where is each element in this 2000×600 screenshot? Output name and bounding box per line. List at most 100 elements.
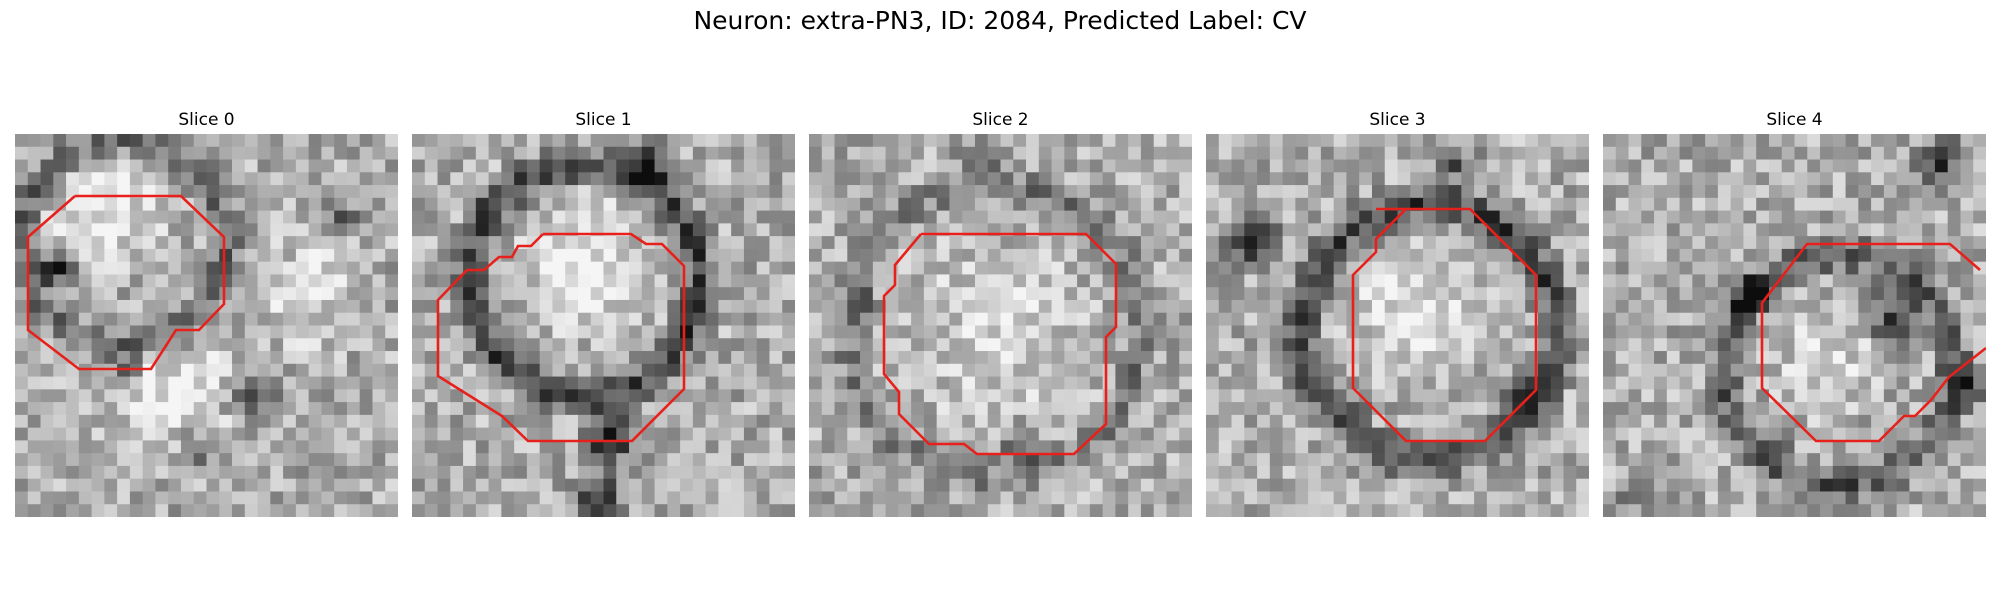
image-pixel	[321, 299, 335, 314]
image-pixel	[923, 159, 938, 173]
image-pixel	[1257, 159, 1271, 173]
image-pixel	[53, 453, 67, 467]
image-pixel	[372, 261, 386, 275]
image-pixel	[743, 134, 758, 148]
image-pixel	[1140, 274, 1155, 288]
image-pixel	[911, 414, 925, 429]
image-pixel	[1654, 210, 1668, 224]
image-pixel	[1537, 389, 1552, 403]
image-pixel	[1140, 146, 1155, 160]
image-pixel	[809, 223, 823, 237]
image-pixel	[731, 351, 745, 365]
image-pixel	[1320, 389, 1335, 403]
image-pixel	[847, 402, 861, 416]
image-pixel	[1038, 351, 1052, 365]
image-pixel	[1206, 146, 1220, 160]
image-pixel	[1628, 274, 1642, 288]
slice-image-0	[15, 134, 398, 517]
image-pixel	[860, 223, 874, 237]
image-pixel	[1666, 414, 1680, 429]
image-pixel	[667, 389, 681, 403]
image-pixel	[385, 248, 398, 263]
image-pixel	[66, 299, 80, 314]
image-pixel	[1692, 504, 1706, 517]
image-pixel	[1807, 351, 1821, 365]
image-pixel	[1166, 351, 1180, 365]
image-pixel	[1013, 453, 1027, 467]
image-pixel	[1563, 312, 1577, 326]
image-pixel	[1448, 223, 1462, 237]
image-pixel	[667, 146, 681, 160]
image-pixel	[1896, 197, 1910, 211]
image-pixel	[1435, 274, 1449, 288]
image-pixel	[437, 312, 451, 326]
image-pixel	[232, 338, 246, 352]
image-pixel	[1397, 338, 1411, 352]
image-pixel	[424, 414, 438, 429]
image-pixel	[1231, 261, 1245, 275]
image-pixel	[219, 299, 233, 314]
image-pixel	[1371, 376, 1386, 390]
image-pixel	[809, 453, 823, 467]
image-pixel	[385, 134, 398, 148]
image-pixel	[40, 504, 54, 517]
image-pixel	[821, 299, 835, 314]
image-pixel	[872, 465, 886, 480]
image-pixel	[821, 185, 835, 199]
image-pixel	[987, 440, 1001, 454]
image-pixel	[501, 236, 515, 250]
image-pixel	[1371, 465, 1386, 480]
image-pixel	[1576, 159, 1589, 173]
image-pixel	[1576, 414, 1589, 429]
image-pixel	[142, 134, 156, 148]
image-pixel	[501, 261, 515, 275]
image-pixel	[308, 504, 322, 517]
image-pixel	[1679, 223, 1693, 237]
image-pixel	[372, 491, 386, 505]
image-pixel	[1603, 427, 1617, 441]
image-pixel	[1820, 504, 1834, 517]
image-pixel	[78, 159, 92, 173]
image-pixel	[1781, 197, 1795, 211]
image-pixel	[1679, 325, 1693, 339]
image-pixel	[1820, 312, 1834, 326]
image-pixel	[1153, 363, 1167, 377]
image-pixel	[53, 261, 67, 275]
image-pixel	[1397, 146, 1411, 160]
image-pixel	[1295, 465, 1309, 480]
image-pixel	[424, 478, 438, 492]
image-pixel	[1576, 440, 1589, 454]
image-pixel	[501, 185, 515, 199]
image-pixel	[501, 440, 515, 454]
image-pixel	[321, 465, 335, 480]
image-pixel	[641, 223, 655, 237]
image-pixel	[1922, 453, 1936, 467]
image-pixel	[603, 172, 617, 186]
image-pixel	[53, 478, 67, 492]
image-pixel	[1244, 504, 1258, 517]
image-pixel	[1397, 185, 1411, 199]
image-pixel	[1244, 402, 1258, 416]
image-pixel	[1051, 351, 1065, 365]
image-pixel	[1820, 159, 1834, 173]
image-pixel	[667, 261, 681, 275]
image-pixel	[385, 236, 398, 250]
image-pixel	[1384, 299, 1398, 314]
image-pixel	[847, 236, 861, 250]
image-pixel	[437, 351, 451, 365]
image-pixel	[1461, 146, 1475, 160]
image-pixel	[1269, 172, 1283, 186]
image-pixel	[117, 172, 131, 186]
image-pixel	[1384, 351, 1398, 365]
image-pixel	[1628, 376, 1642, 390]
image-pixel	[1832, 389, 1846, 403]
image-pixel	[1257, 210, 1271, 224]
image-pixel	[1705, 159, 1719, 173]
image-pixel	[590, 134, 604, 148]
image-pixel	[1603, 338, 1617, 352]
image-pixel	[718, 402, 732, 416]
image-pixel	[590, 338, 604, 352]
image-pixel	[1128, 185, 1142, 199]
image-pixel	[1166, 453, 1180, 467]
image-pixel	[641, 172, 655, 186]
